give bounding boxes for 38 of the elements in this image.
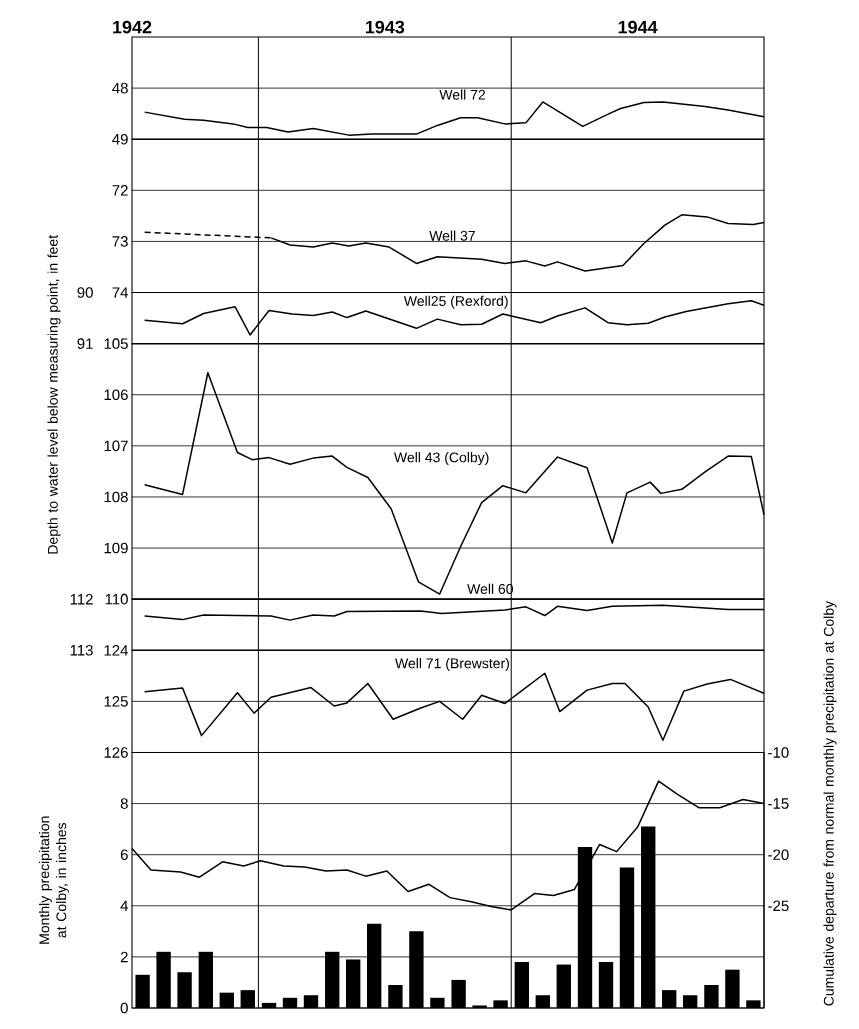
y-tick-label: 112: [70, 593, 93, 605]
series-label: Well25 (Rexford): [403, 295, 508, 309]
y-tick-label: 8: [120, 798, 128, 809]
y-tick-label: 110: [105, 593, 128, 605]
series-label: Well 37: [429, 230, 475, 241]
y-tick-label: 90: [77, 287, 93, 298]
series-label: Well 71 (Brewster): [395, 658, 509, 672]
y2-tick-label: -25: [768, 900, 789, 912]
y-tick-label: 48: [112, 82, 128, 94]
series-label: Well 72: [439, 89, 486, 100]
y-tick-label: 49: [112, 133, 128, 145]
y2-tick-label: -10: [768, 747, 789, 758]
x-tick-label: 1944: [618, 20, 658, 34]
y-tick-label: 4: [120, 900, 129, 911]
y-tick-label: 72: [112, 185, 128, 196]
y2-tick-label: -15: [768, 798, 789, 809]
y-tick-label: 126: [104, 747, 128, 758]
y-axis-title: Monthly precipitation at Colby, in inches: [38, 816, 70, 944]
y-tick-label: 2: [120, 951, 128, 963]
y-tick-label: 107: [104, 440, 128, 452]
x-tick-label: 1942: [113, 20, 152, 34]
x-tick-label: 1943: [365, 20, 405, 34]
y-tick-label: 6: [120, 849, 128, 860]
y-tick-label: 91: [77, 338, 93, 349]
y-tick-label: 105: [104, 338, 128, 349]
series-label: Well 43 (Colby): [394, 452, 489, 466]
y-tick-label: 113: [70, 644, 93, 656]
y-tick-label: 0: [120, 1002, 128, 1014]
y-tick-label: 74: [112, 287, 129, 298]
y-tick-label: 125: [104, 696, 128, 707]
y-tick-label: 73: [112, 236, 128, 247]
y2-tick-label: -20: [768, 849, 789, 860]
y-tick-label: 108: [104, 491, 128, 503]
y-tick-label: 106: [104, 389, 128, 401]
y-axis-title: Depth to water level below measuring point, in feet: [47, 234, 61, 554]
y2-axis-title: Cumulative departure from normal monthly precipitation at Colby: [823, 600, 837, 1006]
y-tick-label: 124: [104, 645, 129, 656]
y-tick-label: 109: [104, 542, 128, 554]
